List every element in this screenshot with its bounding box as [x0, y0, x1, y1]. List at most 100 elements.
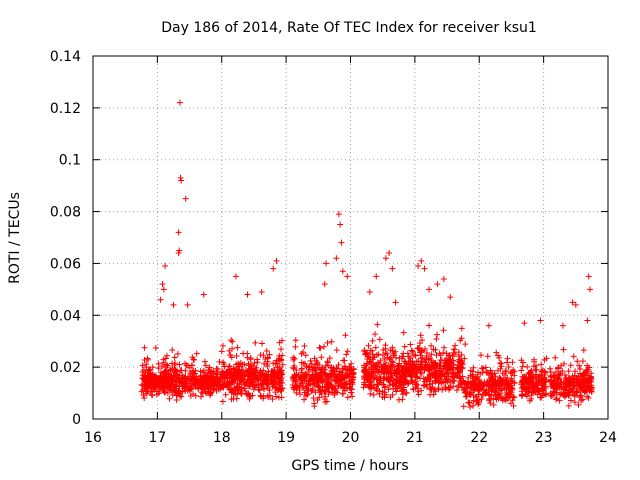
data-point: [208, 373, 215, 380]
data-point: [390, 350, 397, 357]
data-point: [186, 364, 193, 371]
data-point: [140, 392, 147, 399]
data-point: [425, 362, 432, 369]
data-point: [269, 396, 276, 403]
data-point: [580, 347, 587, 354]
data-point: [278, 385, 285, 392]
data-point: [439, 386, 446, 393]
data-point: [571, 393, 578, 400]
data-point: [273, 393, 280, 400]
data-point: [176, 376, 183, 383]
data-point: [498, 360, 505, 367]
x-tick-label: 20: [342, 430, 360, 446]
data-point: [270, 265, 277, 272]
y-tick-label: 0.06: [50, 256, 81, 272]
data-point: [583, 379, 590, 386]
data-point: [385, 386, 392, 393]
data-point: [402, 377, 409, 384]
data-point: [192, 375, 199, 382]
data-point: [500, 381, 507, 388]
data-point: [291, 377, 298, 384]
data-point: [535, 379, 542, 386]
data-point: [214, 366, 221, 373]
data-point: [504, 395, 511, 402]
data-point: [297, 373, 304, 380]
data-point: [373, 273, 380, 280]
data-point: [458, 351, 465, 358]
data-point: [381, 374, 388, 381]
data-point: [324, 339, 331, 346]
data-point: [232, 390, 239, 397]
data-point: [279, 352, 286, 359]
data-point: [459, 365, 466, 372]
data-point: [245, 377, 252, 384]
data-point: [276, 339, 283, 346]
data-point: [233, 361, 240, 368]
data-point: [179, 379, 186, 386]
data-point: [408, 364, 415, 371]
data-point: [200, 367, 207, 374]
data-point: [232, 273, 239, 280]
data-point: [187, 392, 194, 399]
data-point: [227, 372, 234, 379]
data-point: [458, 335, 465, 342]
data-point: [230, 369, 237, 376]
data-point: [480, 365, 487, 372]
data-point: [191, 376, 198, 383]
data-point: [239, 361, 246, 368]
data-point: [586, 286, 593, 293]
data-point: [339, 268, 346, 275]
data-point: [260, 376, 267, 383]
data-point: [314, 378, 321, 385]
data-point: [370, 375, 377, 382]
data-point: [462, 341, 469, 348]
data-point: [519, 363, 526, 370]
data-point: [177, 367, 184, 374]
data-point: [312, 367, 319, 374]
data-point: [164, 362, 171, 369]
data-point: [301, 342, 308, 349]
data-point: [419, 354, 426, 361]
data-point: [420, 382, 427, 388]
data-point: [297, 391, 304, 398]
data-point: [588, 386, 595, 393]
data-point: [566, 380, 573, 387]
data-point: [458, 325, 465, 332]
data-point: [321, 281, 328, 288]
data-point: [144, 385, 151, 392]
data-point: [413, 369, 420, 376]
data-point: [511, 368, 518, 375]
data-point: [497, 365, 504, 372]
data-point: [441, 344, 448, 351]
data-point: [232, 375, 239, 382]
data-point: [547, 378, 554, 385]
data-point: [467, 384, 474, 391]
data-point: [226, 372, 233, 379]
data-point: [139, 386, 146, 393]
data-point: [265, 394, 272, 401]
data-point: [273, 257, 280, 264]
data-point: [408, 347, 415, 354]
data-point: [559, 322, 566, 329]
data-point: [384, 350, 391, 357]
data-point: [326, 381, 333, 388]
data-point: [491, 370, 498, 377]
data-point: [228, 381, 235, 388]
data-point: [473, 381, 480, 388]
data-point: [290, 354, 297, 361]
data-point: [229, 338, 236, 345]
data-point: [302, 352, 309, 359]
data-point: [264, 358, 271, 365]
data-point: [246, 365, 253, 372]
data-point: [298, 376, 305, 383]
data-point: [145, 369, 152, 376]
x-tick-label: 22: [470, 430, 488, 446]
data-point: [300, 360, 307, 367]
data-point: [369, 337, 376, 344]
data-point: [237, 378, 244, 385]
data-point: [496, 354, 503, 361]
data-point: [518, 357, 525, 364]
data-point: [327, 364, 334, 371]
data-point: [407, 341, 414, 348]
data-point: [274, 364, 281, 371]
